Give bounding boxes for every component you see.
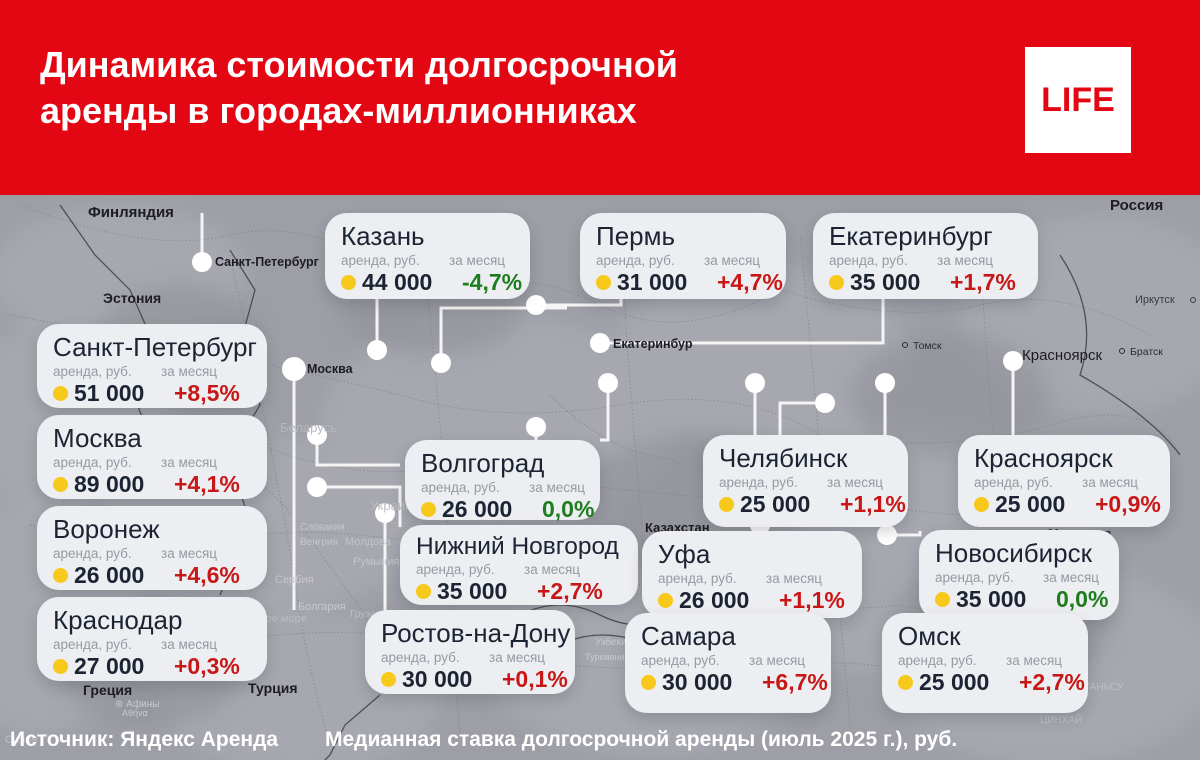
svg-text:Греция: Греция	[83, 682, 132, 698]
svg-text:Беларусь: Беларусь	[280, 420, 337, 435]
svg-text:Россия: Россия	[1110, 197, 1163, 214]
svg-text:ЦИНХАЙ: ЦИНХАЙ	[1040, 713, 1082, 726]
svg-text:Болгария: Болгария	[298, 601, 346, 613]
svg-text:ГАНЬСУ: ГАНЬСУ	[1085, 682, 1124, 693]
svg-text:Турция: Турция	[248, 680, 298, 696]
svg-text:Сербия: Сербия	[275, 574, 314, 586]
svg-text:Αθήνα: Αθήνα	[122, 708, 148, 718]
svg-text:Эстония: Эстония	[103, 290, 161, 306]
svg-text:Молдова: Молдова	[345, 536, 392, 548]
svg-text:Екатеринбур: Екатеринбур	[613, 337, 693, 351]
svg-text:Братск: Братск	[1130, 346, 1163, 358]
svg-text:Иркутск: Иркутск	[1135, 294, 1175, 306]
svg-text:Румыния: Румыния	[353, 556, 399, 568]
svg-text:Венгрия: Венгрия	[300, 537, 338, 548]
svg-text:Словакия: Словакия	[300, 522, 345, 533]
svg-text:Томск: Томск	[913, 340, 942, 352]
svg-text:Финляндия: Финляндия	[88, 204, 174, 221]
svg-text:Москва: Москва	[307, 362, 354, 376]
svg-text:Санкт-Петербург: Санкт-Петербург	[215, 255, 319, 269]
svg-text:Красноярск: Красноярск	[1022, 347, 1103, 364]
